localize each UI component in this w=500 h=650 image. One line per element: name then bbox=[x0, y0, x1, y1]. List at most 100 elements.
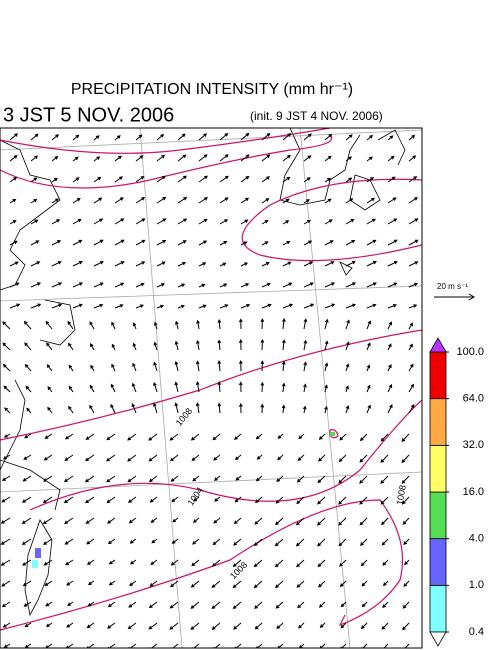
wind-arrow bbox=[30, 282, 41, 288]
wind-arrow bbox=[30, 240, 40, 246]
wind-arrow bbox=[381, 643, 389, 648]
wind-arrow bbox=[324, 240, 334, 246]
wind-arrow bbox=[339, 433, 347, 441]
wind-arrow bbox=[198, 175, 208, 183]
wind-arrow bbox=[361, 580, 368, 587]
wind-arrow bbox=[106, 454, 116, 462]
wind-arrow bbox=[135, 282, 145, 288]
wind-arrow bbox=[68, 364, 74, 372]
wind-arrow bbox=[366, 364, 371, 372]
wind-arrow bbox=[132, 342, 137, 351]
wind-arrow bbox=[93, 218, 104, 225]
wind-arrow bbox=[213, 643, 221, 648]
wind-arrow bbox=[43, 454, 53, 461]
wind-arrow bbox=[296, 559, 305, 568]
wind-arrow bbox=[85, 496, 95, 504]
wind-arrow bbox=[261, 241, 269, 246]
wind-arrow bbox=[51, 261, 62, 267]
wind-arrow bbox=[282, 220, 290, 225]
wind-arrow bbox=[254, 517, 263, 525]
wind-arrow bbox=[303, 199, 310, 204]
wind-arrow bbox=[93, 176, 102, 183]
wind-arrow bbox=[211, 622, 221, 630]
wind-arrow bbox=[177, 154, 187, 162]
wind-arrow bbox=[303, 303, 315, 309]
wind-arrow bbox=[366, 342, 371, 351]
wind-arrow bbox=[282, 176, 291, 183]
wind-arrow bbox=[366, 218, 376, 225]
wind-arrow bbox=[295, 517, 305, 526]
wind-arrow bbox=[408, 261, 419, 267]
wind-arrow bbox=[0, 538, 11, 545]
wind-arrow bbox=[148, 433, 158, 441]
wind-arrow bbox=[30, 198, 38, 204]
wind-arrow bbox=[360, 622, 368, 630]
wind-arrow bbox=[93, 156, 101, 162]
wind-arrow bbox=[1, 475, 11, 481]
colorbar: 0.4 1.0 4.0 16.0 32.0 64.0 100.0 bbox=[429, 337, 484, 647]
colorbar-segment bbox=[429, 491, 447, 540]
wind-arrow bbox=[219, 262, 227, 267]
wind-arrow bbox=[47, 406, 53, 414]
wind-arrow bbox=[401, 454, 410, 464]
wind-arrow bbox=[9, 303, 21, 309]
wind-arrow bbox=[21, 517, 32, 524]
wind-arrow bbox=[44, 433, 53, 439]
wind-arrow bbox=[0, 559, 11, 566]
wind-arrow bbox=[359, 433, 368, 442]
wind-arrow bbox=[93, 239, 104, 246]
wind-arrow bbox=[324, 282, 336, 288]
colorbar-label: 0.4 bbox=[469, 626, 484, 638]
wind-arrow bbox=[404, 643, 410, 648]
wind-arrow bbox=[408, 304, 418, 309]
wind-arrow bbox=[156, 283, 166, 288]
wind-arrow bbox=[72, 303, 83, 309]
wind-arrow bbox=[130, 559, 137, 565]
wind-arrow bbox=[127, 622, 137, 630]
wind-arrow bbox=[114, 239, 125, 246]
wind-arrow bbox=[23, 320, 32, 330]
wind-arrow bbox=[190, 601, 200, 609]
wind-arrow bbox=[148, 475, 158, 483]
wind-arrow bbox=[303, 155, 312, 162]
wind-arrow bbox=[240, 154, 250, 162]
wind-arrow bbox=[408, 134, 416, 141]
wind-arrow bbox=[219, 132, 229, 141]
wind-arrow bbox=[43, 475, 53, 482]
wind-arrow bbox=[366, 282, 377, 288]
wind-arrow bbox=[366, 134, 374, 141]
wind-arrow bbox=[89, 321, 95, 330]
wind-arrow bbox=[217, 339, 222, 351]
wind-arrow bbox=[9, 240, 18, 246]
wind-arrow bbox=[149, 496, 158, 503]
wind-arrow bbox=[153, 341, 158, 351]
wind-arrow bbox=[45, 622, 53, 627]
colorbar-label: 4.0 bbox=[469, 533, 484, 545]
wind-arrow bbox=[86, 559, 95, 565]
wind-arrow bbox=[345, 319, 350, 330]
wind-arrow bbox=[282, 303, 294, 309]
wind-arrow bbox=[380, 454, 389, 463]
wind-arrow bbox=[282, 198, 290, 204]
wind-arrow bbox=[366, 384, 371, 393]
wind-arrow bbox=[174, 320, 179, 330]
wind-arrow bbox=[89, 384, 95, 393]
wind-arrow bbox=[192, 538, 200, 545]
wind-arrow bbox=[366, 177, 374, 183]
wind-arrow bbox=[43, 538, 53, 545]
wind-arrow bbox=[345, 341, 350, 351]
wind-arrow bbox=[65, 559, 74, 566]
contour-label: 1008 bbox=[394, 484, 407, 505]
wind-arrow bbox=[72, 218, 82, 225]
wind-arrow bbox=[382, 580, 389, 587]
wind-arrow bbox=[261, 132, 271, 141]
wind-arrow bbox=[177, 283, 186, 288]
wind-arrow bbox=[338, 517, 347, 526]
wind-arrow bbox=[232, 559, 242, 568]
wind-arrow bbox=[128, 601, 137, 608]
wind-arrow bbox=[317, 538, 326, 547]
wind-arrow bbox=[170, 475, 179, 482]
wind-arrow bbox=[149, 580, 158, 587]
wind-arrow bbox=[387, 364, 392, 372]
wind-arrow bbox=[303, 383, 307, 393]
